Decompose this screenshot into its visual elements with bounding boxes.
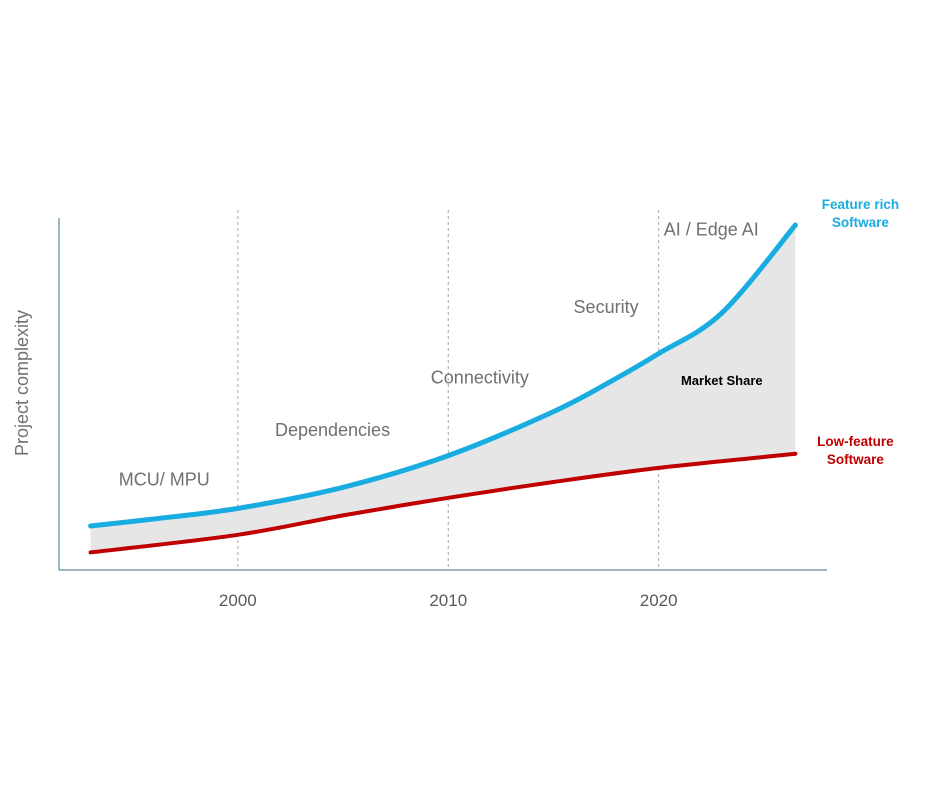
market-share-area bbox=[90, 225, 796, 553]
era-label-0: MCU/ MPU bbox=[119, 470, 210, 490]
low-feature-line bbox=[88, 451, 798, 555]
series-label-1-line-1: Software bbox=[827, 452, 885, 467]
x-tick-2000: 2000 bbox=[219, 591, 257, 610]
y-axis-label: Project complexity bbox=[12, 310, 32, 456]
era-label-1: Dependencies bbox=[275, 420, 390, 440]
series-label-0-line-1: Software bbox=[832, 215, 890, 230]
series-label-0-line-0: Feature rich bbox=[822, 197, 899, 212]
feature-rich-line bbox=[88, 222, 798, 529]
era-label-3: Security bbox=[574, 297, 639, 317]
series-labels: Feature rich Software Low-feature Software bbox=[817, 197, 899, 467]
era-label-2: Connectivity bbox=[431, 367, 529, 387]
era-label-4: AI / Edge AI bbox=[664, 220, 759, 240]
market-share-label: Market Share bbox=[681, 373, 763, 388]
era-annotations: MCU/ MPU Dependencies Connectivity Security… bbox=[119, 220, 759, 490]
x-tick-2010: 2010 bbox=[429, 591, 467, 610]
x-tick-labels: 2000 2010 2020 bbox=[219, 591, 678, 610]
series-label-1-line-0: Low-feature bbox=[817, 434, 894, 449]
x-tick-2020: 2020 bbox=[640, 591, 678, 610]
